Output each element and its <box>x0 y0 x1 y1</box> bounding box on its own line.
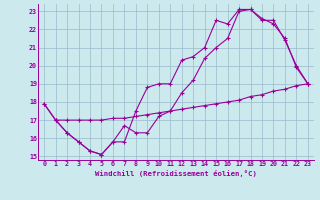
X-axis label: Windchill (Refroidissement éolien,°C): Windchill (Refroidissement éolien,°C) <box>95 170 257 177</box>
